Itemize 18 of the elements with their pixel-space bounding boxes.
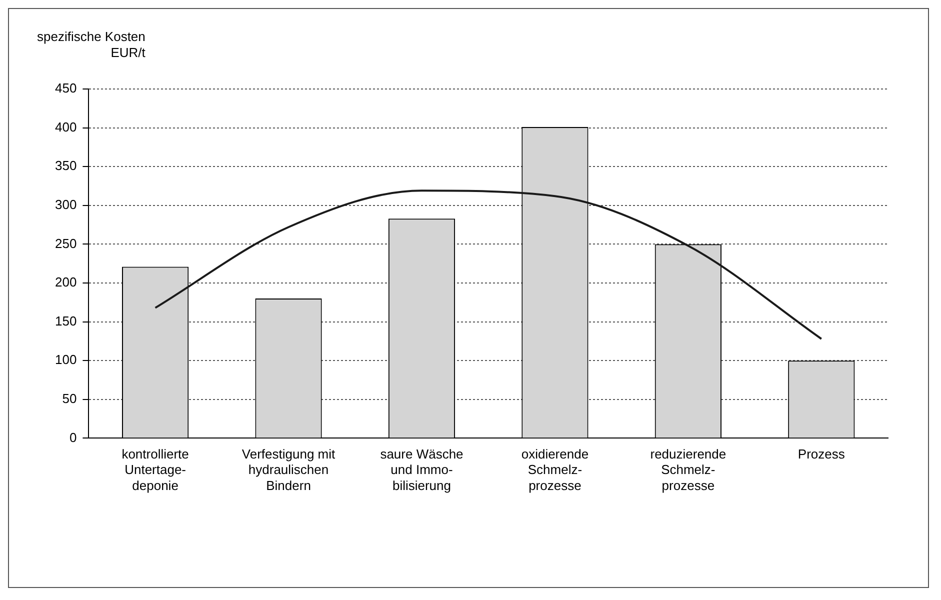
y-tick-label: 50 [62,390,77,406]
y-axis-title: spezifische Kosten EUR/t [37,29,146,61]
y-tick-label: 250 [54,236,77,251]
y-tick-label: 350 [54,158,77,174]
y-tick-label: 400 [54,119,77,134]
y-tick-label: 300 [54,196,77,212]
x-tick-label: Verfestigung mit hydraulischen Bindern [242,446,336,493]
x-tick-label: Prozess [798,446,846,462]
x-tick-label: saure Wäsche und Immo- bilisierung [380,446,464,493]
y-tick-label: 200 [54,274,77,290]
y-tick-label: 450 [54,80,77,96]
y-tick-label: 0 [69,430,77,445]
x-tick-label: kontrollierte Untertage- deponie [122,446,189,493]
y-tick-label: 100 [54,352,77,368]
y-tick-label: 150 [54,313,77,328]
x-tick-label: oxidierende Schmelz- prozesse [521,446,589,493]
x-tick-label: reduzierende Schmelz- prozesse [650,446,726,493]
line-series [154,190,822,340]
